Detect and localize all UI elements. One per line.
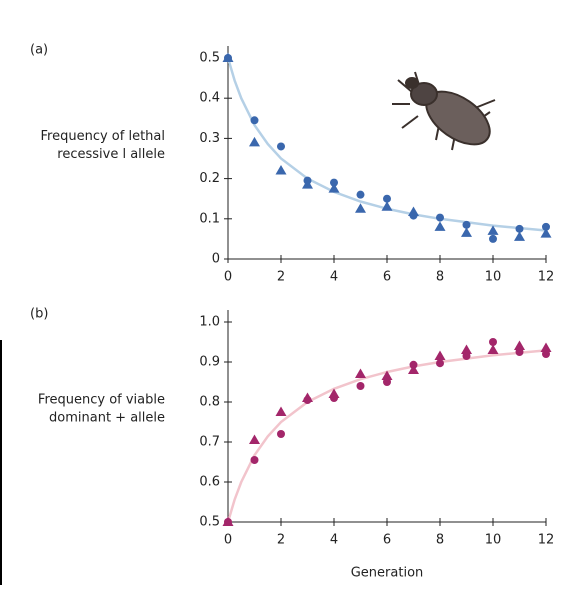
circle-point bbox=[250, 456, 259, 464]
fit-curve bbox=[226, 57, 547, 232]
x-tick-label: 4 bbox=[330, 533, 338, 548]
triangle-point bbox=[487, 344, 499, 354]
triangle-point bbox=[355, 203, 366, 213]
y-tick-label: 0.7 bbox=[199, 435, 220, 450]
triangle-point bbox=[408, 364, 419, 374]
circle-point bbox=[462, 220, 471, 229]
triangle-point bbox=[328, 183, 340, 193]
circle-point bbox=[356, 190, 365, 199]
y-tick-label: 0.8 bbox=[199, 395, 220, 410]
x-tick-label: 8 bbox=[436, 533, 444, 548]
triangle-point bbox=[461, 344, 472, 354]
y-tick-label: 0.3 bbox=[199, 131, 220, 146]
x-tick-label: 12 bbox=[538, 270, 555, 285]
y-tick-label: 0.9 bbox=[199, 355, 220, 370]
x-tick-label: 6 bbox=[383, 270, 391, 285]
triangle-point bbox=[355, 368, 366, 378]
x-tick-label: 10 bbox=[485, 533, 502, 548]
triangle-point bbox=[302, 392, 313, 402]
x-tick-label: 12 bbox=[538, 533, 555, 548]
x-tick-label: 10 bbox=[485, 270, 502, 285]
x-tick-label: 4 bbox=[330, 270, 338, 285]
y-tick-label: 0.4 bbox=[199, 91, 220, 106]
x-tick-label: 2 bbox=[277, 270, 285, 285]
triangle-point bbox=[540, 342, 552, 352]
triangle-point bbox=[408, 206, 419, 216]
y-axis-label: recessive l allele bbox=[57, 147, 165, 162]
circle-point bbox=[436, 359, 444, 368]
y-tick-label: 0.5 bbox=[199, 515, 220, 530]
triangle-point bbox=[275, 406, 287, 416]
triangle-point bbox=[381, 370, 393, 380]
circle-point bbox=[489, 234, 497, 243]
panel-label: (b) bbox=[30, 307, 48, 322]
y-tick-label: 0.5 bbox=[199, 51, 220, 66]
triangle-point bbox=[249, 434, 260, 444]
circle-point bbox=[277, 430, 285, 438]
triangle-point bbox=[434, 350, 446, 360]
circle-point bbox=[330, 178, 338, 187]
x-tick-label: 0 bbox=[224, 270, 232, 285]
circle-point bbox=[489, 338, 497, 346]
triangle-point bbox=[328, 388, 340, 398]
panel-label: (a) bbox=[30, 43, 48, 58]
y-tick-label: 1.0 bbox=[199, 315, 220, 330]
x-tick-label: 2 bbox=[277, 533, 285, 548]
circle-point bbox=[250, 116, 259, 125]
triangle-point bbox=[275, 165, 287, 175]
circle-point bbox=[356, 382, 365, 390]
y-axis-label: Frequency of viable bbox=[38, 393, 165, 408]
circle-point bbox=[383, 194, 391, 203]
x-tick-label: 8 bbox=[436, 270, 444, 285]
triangle-point bbox=[302, 179, 313, 189]
triangle-point bbox=[540, 228, 552, 238]
y-tick-label: 0.2 bbox=[199, 171, 220, 186]
triangle-point bbox=[381, 201, 393, 211]
beetle-illustration bbox=[392, 71, 496, 151]
triangle-point bbox=[514, 340, 525, 350]
y-tick-label: 0 bbox=[212, 252, 220, 267]
x-tick-label: 6 bbox=[383, 533, 391, 548]
triangle-point bbox=[487, 225, 499, 235]
triangle-point bbox=[222, 52, 234, 62]
triangle-point bbox=[222, 516, 234, 526]
y-tick-label: 0.1 bbox=[199, 211, 220, 226]
fit-curve bbox=[226, 349, 547, 523]
circle-point bbox=[542, 222, 550, 231]
circle-point bbox=[277, 142, 285, 151]
triangle-point bbox=[514, 231, 525, 241]
circle-point bbox=[436, 213, 444, 222]
triangle-point bbox=[249, 136, 260, 147]
y-axis-label: dominant + allele bbox=[49, 411, 165, 426]
x-axis-label: Generation bbox=[351, 566, 424, 581]
y-tick-label: 0.6 bbox=[199, 475, 220, 490]
x-tick-label: 0 bbox=[224, 533, 232, 548]
triangle-point bbox=[461, 227, 472, 237]
circle-point bbox=[515, 224, 524, 233]
triangle-point bbox=[434, 221, 446, 231]
y-axis-label: Frequency of lethal bbox=[41, 129, 165, 144]
